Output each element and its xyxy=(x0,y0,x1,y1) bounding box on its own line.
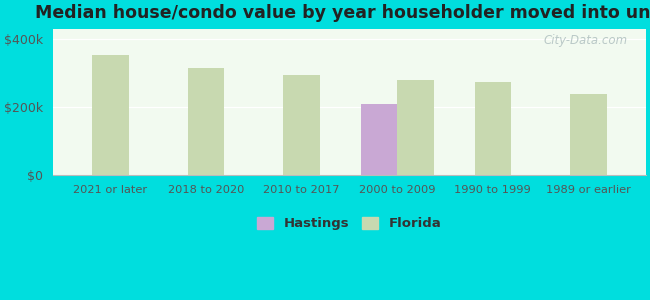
Bar xyxy=(361,104,397,176)
Bar xyxy=(397,80,434,176)
Text: City-Data.com: City-Data.com xyxy=(544,34,628,47)
Title: Median house/condo value by year householder moved into unit: Median house/condo value by year househo… xyxy=(34,4,650,22)
Bar xyxy=(474,82,511,176)
Bar xyxy=(188,68,224,176)
Bar xyxy=(570,94,606,176)
Bar xyxy=(92,55,129,176)
Legend: Hastings, Florida: Hastings, Florida xyxy=(257,217,441,230)
Bar xyxy=(283,75,320,176)
